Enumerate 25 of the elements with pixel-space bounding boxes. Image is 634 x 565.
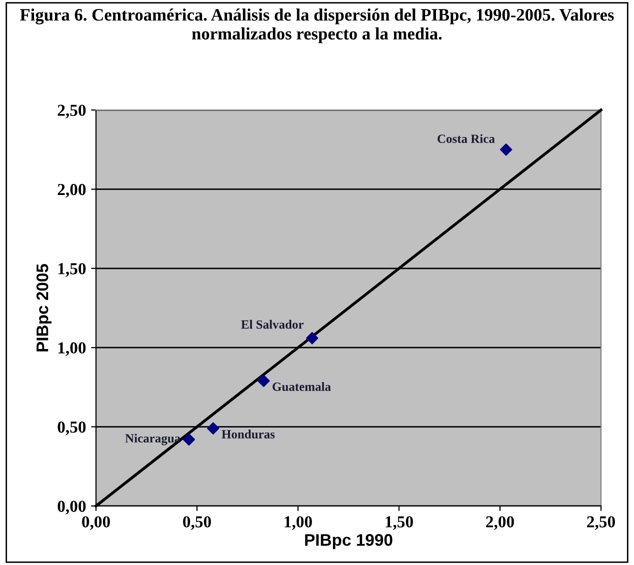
annotation: Honduras — [222, 430, 275, 438]
point — [500, 144, 512, 156]
x-tick-label: 2,00 — [486, 516, 514, 530]
x-tick-label: 0,50 — [183, 516, 211, 530]
point — [182, 433, 195, 446]
y-tick-label: 2,00 — [58, 184, 86, 198]
x-axis-title: PIBpc 1990 — [305, 534, 392, 550]
annotation: Nicaragua — [125, 434, 180, 446]
y-tick-label: 0,50 — [58, 422, 86, 436]
point — [258, 374, 270, 387]
y-tick-label: 1,50 — [58, 263, 86, 277]
annotation: Guatemala — [272, 382, 331, 391]
annotation: Costa Rica — [438, 134, 495, 144]
x-tick-label: 1,50 — [386, 516, 413, 530]
annotation: El Salvador — [241, 320, 304, 329]
chart-title: Figura 6. Centroamérica. Análisis de la dispersión del PIBpc, 1990-2005. Valores normalizados respecto a la media. — [20, 8, 614, 44]
x-tick-label: 0,00 — [82, 516, 110, 530]
point — [306, 332, 318, 344]
y-tick-label: 1,00 — [58, 342, 86, 356]
y-tick-label: 0,00 — [58, 500, 86, 514]
y-tick-label: 2,50 — [58, 104, 86, 118]
x-tick-label: 2,50 — [587, 516, 615, 530]
x-tick-label: 1,00 — [284, 516, 312, 530]
point — [207, 422, 220, 434]
y-axis-title: PIBpc 2005 — [36, 264, 52, 352]
